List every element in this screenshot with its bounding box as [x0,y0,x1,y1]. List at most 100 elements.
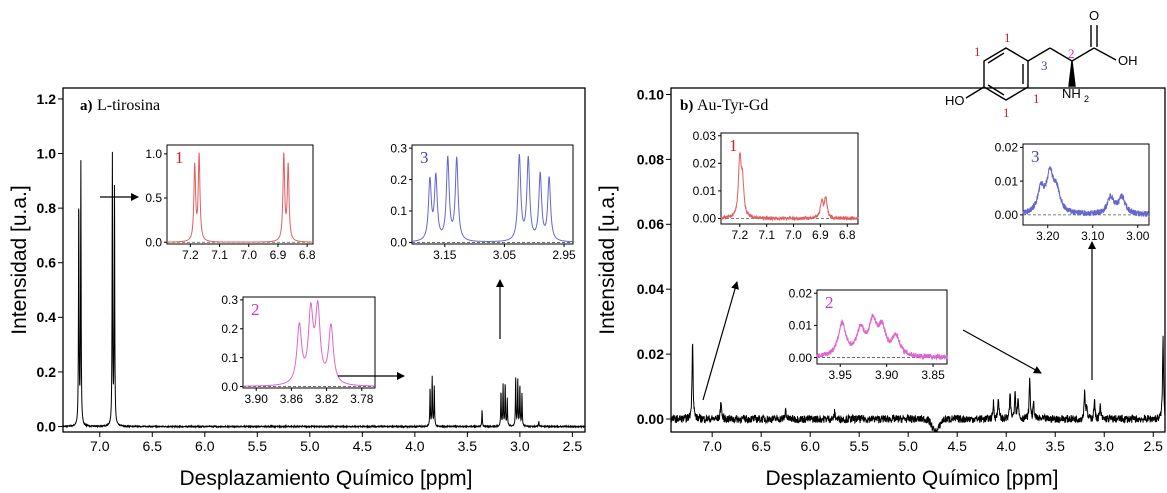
bond-ca-cooh [1071,47,1095,62]
panel-a-ylabel: Intensidad [u.a.] [8,185,31,334]
panel-b-inset-3-ytick-label: 0.01 [995,174,1019,188]
panel-b-inset-1-ytick-label: 0.02 [693,157,717,171]
mol-num-1b: 1 [974,44,981,59]
panel-a-inset-3-trace [411,154,574,243]
panel-a-main-plot: 7.0 6.5 6.0 5.5 5.0 4.5 4.0 3.5 3.0 2.5 0.0 0.2 0.4 0… [37,91,586,454]
mol-ho: HO [945,93,965,108]
panel-b-inset-1-ytick-label: 0.00 [693,212,717,226]
panel-b-inset-2: 3.95 3.90 3.85 0.00 0.01 0.02 2 [789,286,948,382]
panel-b-arrow-2 [962,329,1042,374]
panel-b-ylabel: Intensidad [u.a.] [596,185,619,334]
panel-a-frame [62,87,586,433]
panel-b-inset-1-label: 1 [729,136,738,155]
panel-a-inset-3-xtick-label: 2.95 [552,248,576,262]
bond-c-oh [1093,47,1117,61]
panel-b-inset-3: 3.20 3.10 3.00 0.00 0.01 0.02 3 [995,141,1150,243]
panel-a-inset-3-frame [411,144,574,245]
panel-a-inset-3: 3.15 3.05 2.95 0.0 0.1 0.2 0.3 3 [390,141,576,262]
panel-a-main-ytick-label: 0.6 [37,255,57,271]
panel-a-main-ytick-label: 0.8 [37,200,57,216]
tyrosine-structure [965,25,1117,101]
wedge-nh2 [1068,60,1076,87]
mol-num-1c: 1 [1033,91,1040,106]
panel-a-inset-1-xtick-label: 6.9 [270,248,287,262]
panel-b-inset-1-xtick-label: 7.0 [785,228,802,242]
panel-a-inset-3-ytick-label: 0.0 [390,236,407,250]
panel-b-inset-2-frame [816,289,948,365]
panel-a-inset-1-label: 1 [175,148,184,167]
panel-a-inset-2-label: 2 [251,300,260,319]
panel-a-inset-1-ytick-label: 1.0 [145,147,162,161]
panel-a-main-xtick-label: 5.0 [300,438,320,454]
panel-b-inset-3-trace [1022,166,1150,218]
panel-a-main-ytick-label: 1.2 [37,91,57,107]
panel-a-inset-3-xtick-label: 3.15 [433,248,457,262]
panel-b-inset-1-trace [720,151,859,222]
panel-a-inset-1-xtick-label: 7.2 [182,248,199,262]
panel-a-letter: a) [80,98,93,114]
panel-b-inset-1-ytick-label: 0.01 [693,184,717,198]
panel-b-inset-2-xtick-label: 3.90 [875,368,899,382]
panel-b-inset-2-xtick-label: 3.95 [829,368,853,382]
mol-nh2: NH [1062,86,1081,101]
panel-a-inset-3-label: 3 [420,148,429,167]
panel-b-main-ytick-label: 0.08 [637,151,664,167]
panel-a-inset-2-ytick-label: 0.3 [221,293,238,307]
mol-num-2: 2 [1068,46,1075,61]
panel-a-inset-1-trace [167,152,314,243]
panel-b-inset-1-ytick-label: 0.03 [693,129,717,143]
panel-b-letter: b) [680,98,693,114]
panel-b-inset-1-xtick-label: 7.2 [731,228,748,242]
panel-a-main-xtick-label: 3.0 [510,438,530,454]
panel-b-inset-1-xtick-label: 6.8 [839,228,856,242]
panel-a-xlabel: Desplazamiento Químico [ppm] [180,467,473,490]
panel-a-inset-2-ytick-label: 0.0 [221,380,238,394]
panel-b-inset-1-xtick-label: 6.9 [812,228,829,242]
panel-a-inset-2-xtick-label: 3.78 [350,392,374,406]
panel-b-inset-3-xtick-label: 3.10 [1081,229,1105,243]
panel-a-inset-1-xtick-label: 6.8 [299,248,316,262]
bond-ring-ch2 [1027,47,1051,62]
panel-a-inset-2-xtick-label: 3.86 [280,392,304,406]
panel-a-inset-3-ytick-label: 0.1 [390,204,407,218]
panel-b-sample: Au-Tyr-Gd [697,97,768,114]
panel-a-inset-1-xtick-label: 7.0 [240,248,257,262]
panel-a-inset-2: 3.90 3.86 3.82 3.78 0.0 0.1 0.2 0.3 2 [221,293,376,406]
panel-a-main-xtick-label: 4.5 [353,438,373,454]
panel-b-inset-3-ytick-label: 0.02 [995,141,1019,155]
panel-b-inset-2-ytick-label: 0.02 [789,286,813,300]
panel-a-inset-3-xtick-label: 3.05 [493,248,517,262]
panel-a-inset-2-xtick-label: 3.82 [315,392,339,406]
ring-double-bond-2 [987,84,1005,96]
panel-a-inset-1-ytick-label: 0.5 [145,191,162,205]
panel-b-main-xtick-label: 2.5 [1144,438,1164,454]
panel-b-main-xtick-label: 3.0 [1094,438,1114,454]
panel-b-main-plot: 7.0 6.5 6.0 5.5 5.0 4.5 4.0 3.5 3.0 2.5 0.00 0.02 0.… [637,86,1166,454]
panel-a-inset-1-ytick-label: 0.0 [145,235,162,249]
panel-a-main-trace [62,151,586,429]
panel-b-xlabel: Desplazamiento Químico [ppm] [766,467,1059,490]
mol-o: O [1089,8,1099,23]
panel-b-inset-1-frame [720,132,859,225]
panel-b-main-xtick-label: 6.0 [800,438,820,454]
panel-a-main-ytick-label: 1.0 [37,145,57,161]
panel-b-main-ytick-label: 0.10 [637,86,664,102]
panel-b-inset-1: 7.2 7.1 7.0 6.9 6.8 0.00 0.01 0.02 0.03 1 [693,129,859,242]
panel-a-main-xtick-label: 7.0 [90,438,110,454]
panel-a-main-ytick-label: 0.0 [37,418,57,434]
mol-num-1a: 1 [1004,30,1011,45]
panel-a-inset-3-ytick-label: 0.3 [390,141,407,155]
bond-ho-ring [965,86,985,99]
panel-a-main-xtick-label: 4.0 [405,438,425,454]
panel-a-inset-2-trace [243,299,375,387]
panel-b-main-xtick-label: 3.5 [1045,438,1065,454]
mol-nh2-sub: 2 [1084,94,1089,104]
panel-b-main-ytick-label: 0.02 [637,346,664,362]
panel-a-main-xtick-label: 5.5 [248,438,268,454]
mol-oh: OH [1118,53,1138,68]
panel-b: 7.0 6.5 6.0 5.5 5.0 4.5 4.0 3.5 3.0 2.5 0.00 0.02 0.… [596,86,1166,490]
panel-a-main-xtick-label: 6.0 [195,438,215,454]
panel-a-inset-1-xtick-label: 7.1 [211,248,228,262]
panel-b-main-xtick-label: 5.5 [849,438,869,454]
